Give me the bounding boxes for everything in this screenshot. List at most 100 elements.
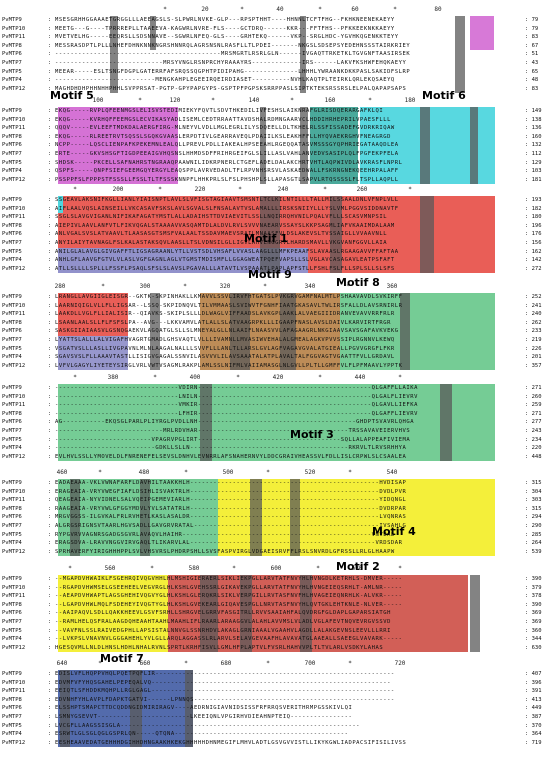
motif-band: [58, 670, 193, 748]
separator: :: [48, 576, 52, 582]
position-ruler: 280 * 300 * 320 * 340 * 360: [0, 283, 550, 292]
protein-name: PvMTP8: [2, 319, 22, 326]
sequence-row: PvMTP11: EEIQTLSFHDDKMQHPLLRGLGAGL-------…: [0, 687, 550, 695]
residue-count: : 396: [525, 679, 542, 686]
separator: :: [48, 142, 52, 149]
alignment-block: * 20 * 40 * 60 * 80 PvMTP9: MSESGRHHGGAAAETGRGGLL…: [0, 6, 550, 94]
protein-name: PvMTP11: [2, 311, 26, 318]
protein-name: PvMTP5: [2, 436, 22, 443]
residue-count: : 83: [525, 34, 539, 41]
separator: :: [48, 497, 52, 504]
residue-count: : 369: [525, 619, 542, 625]
sequence-row: PvMTP4: --LVKPSLVNAVNVLGGGAHEHLYVLGLLARQL…: [0, 635, 550, 643]
sequence-row: PvMTP4: SGAVSVSLFLLAAAVTASTLLISIGVGAGALSS…: [0, 353, 550, 361]
separator: :: [48, 345, 52, 352]
sequence-row: PvMTP8: --------------------------------L…: [0, 410, 550, 418]
ruler-tick: 140: [248, 97, 260, 104]
ruler-tick: *: [266, 469, 270, 476]
sequence-row: PvMTP5: SHDSK-----PKCELLSAFNAHRSTNGRAAQPA…: [0, 159, 550, 167]
ruler-tick: *: [158, 186, 162, 193]
position-ruler: * 20 * 40 * 60 * 80: [0, 6, 550, 15]
sequence-residues: EESHEAAVEDATGEHHHDGIHHDHNGAAKHKEKGHHHHHD…: [55, 739, 407, 746]
sequence-residues: AIFLAALVQSLAINSEILLVKCASAVFSKSLAVLSGVALS…: [55, 205, 399, 212]
protein-name: PvMTP5: [2, 159, 22, 166]
conserved-column: [150, 293, 160, 371]
residue-count: : 156: [525, 240, 542, 246]
ruler-tick: *: [368, 97, 372, 104]
ruler-tick: 200: [112, 186, 124, 193]
separator: :: [48, 133, 52, 140]
protein-name: PvMTP7: [2, 428, 22, 434]
alignment-block: 460 * 480 * 500 * 520 * 540 PvMTP9: EADAEAAA-VKLVW…: [0, 469, 550, 557]
separator: :: [48, 77, 52, 84]
protein-name: PvMTP7: [2, 523, 22, 529]
sequence-residues: ANILGLALAVGLGIVGAFFTLIGSAGRAANLYTLLVSTSD…: [55, 248, 399, 255]
sequence-row: PvMTP6: SASKGIIAIAASVLGSNQGAEKVLAGQATGLSL…: [0, 327, 550, 335]
sequence-row: PvMTP10: AIFLAALVQSLAINSEILLVKCASAVFSKSLA…: [0, 205, 550, 213]
ruler-tick: *: [393, 6, 397, 13]
separator: :: [48, 722, 52, 729]
separator: :: [48, 294, 52, 300]
residue-count: : 360: [525, 627, 542, 634]
protein-name: PvMTP6: [2, 51, 22, 58]
residue-count: : 241: [525, 302, 542, 309]
separator: :: [48, 436, 52, 443]
sequence-residues: AIEPIVLAAVLANFVTLFIKVQGALSTAAAAVVASQAMTD…: [55, 222, 395, 229]
residue-count: : 271: [525, 385, 542, 391]
conserved-column: [280, 293, 296, 371]
sequence-row: PvMTP6: AG-----------EKQSGLPARLPLIYRGLPVD…: [0, 418, 550, 426]
sequence-residues: ----------------------------------------…: [55, 51, 411, 58]
separator: :: [48, 739, 52, 746]
separator: :: [48, 240, 52, 246]
residue-count: : 176: [525, 231, 542, 238]
sequence-row: PvMTP10: MEETG---G----TPRRREPLLTAAEEVA-KA…: [0, 25, 550, 33]
ruler-tick: *: [98, 660, 102, 667]
separator: :: [48, 125, 52, 132]
protein-name: PvMTP12: [2, 362, 26, 369]
conserved-column: [290, 479, 300, 557]
residue-count: : 378: [525, 593, 542, 600]
ruler-tick: *: [408, 186, 412, 193]
sequence-residues: --------------------------------LFHIR---…: [55, 410, 418, 417]
sequence-residues: --RGAPDVHWMSELGSEEHEELVEGVRGLHLKSHLGVEHS…: [55, 584, 403, 591]
separator: :: [48, 393, 52, 400]
separator: :: [48, 419, 52, 426]
residue-count: : 181: [525, 176, 542, 183]
conserved-column: [140, 479, 150, 557]
ruler-tick: 680: [220, 660, 232, 667]
conserved-column: [240, 575, 252, 653]
sequence-residues: MVETVELHG-----EEQRSLLSDSNNAVE--SGWRLNFEQ…: [55, 34, 399, 41]
separator: :: [48, 514, 52, 521]
residue-count: : 79: [525, 17, 539, 23]
ruler-tick: 380: [107, 374, 119, 381]
sequence-row: PvMTP11: SSGLSLAVGVIGANLNIFIKAFAGATYMSTLA…: [0, 213, 550, 221]
ruler-tick: 320: [219, 283, 231, 290]
residue-count: : 51: [525, 51, 539, 58]
conserved-column: [420, 107, 430, 185]
protein-name: PvMTP7: [2, 714, 22, 720]
separator: :: [48, 548, 52, 555]
ruler-tick: *: [238, 186, 242, 193]
sequence-row: PvMTP7: ----------------------------MRLRD…: [0, 427, 550, 435]
motif-band: [218, 479, 495, 557]
protein-name: PvMTP12: [2, 176, 26, 183]
sequence-row: PvMTP9: EKQG-----RVPLQFEENMGSLELISVSTEDIM…: [0, 107, 550, 115]
residue-count: : 65: [525, 68, 539, 75]
separator: :: [48, 731, 52, 738]
motif-band: [58, 384, 495, 462]
residue-count: : 220: [525, 445, 542, 452]
motif-label: Motif 2: [336, 560, 380, 573]
residue-count: : 162: [525, 248, 542, 255]
sequence-row: PvMTP9: LRANGLLAVGIIGLEISGR--GKTK-SKPINHA…: [0, 293, 550, 301]
residue-count: : 129: [525, 159, 542, 166]
ruler-tick: 240: [277, 186, 289, 193]
sequence-residues: PSSPPFSLFPPPSTFSSSLLFSSLTLTFSSSKNNPFLHHK…: [55, 176, 399, 183]
ruler-tick: 260: [356, 186, 368, 193]
protein-name: PvMTP6: [2, 419, 22, 426]
ruler-tick: 60: [351, 6, 359, 13]
conserved-column: [300, 16, 306, 94]
sequence-residues: ANLVGALSVSLATVAAVLTLAASASGTSMSFVALAALTSS…: [55, 231, 388, 238]
sequence-residues: EKQG-----RVPLQFEENMGSLELISVSTEDIMIEKYFQV…: [55, 108, 384, 114]
residue-count: : 413: [525, 696, 542, 703]
ruler-tick: 360: [386, 283, 398, 290]
